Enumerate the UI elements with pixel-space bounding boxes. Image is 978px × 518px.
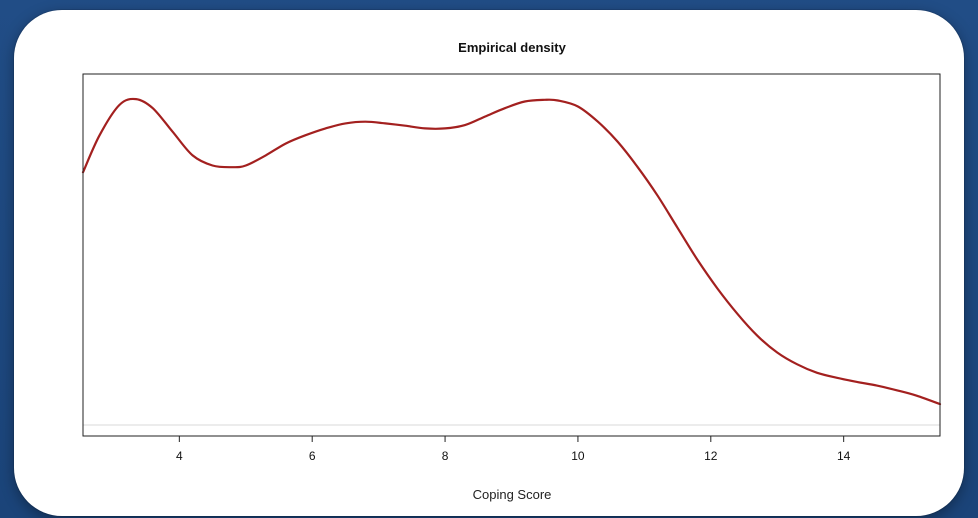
plot-frame: [82, 73, 941, 437]
chart-title: Empirical density: [458, 40, 566, 55]
x-axis-ticks: 4 6 8 10 12 14: [176, 436, 851, 463]
density-curve: [81, 97, 942, 406]
x-tick-label: 6: [309, 449, 316, 463]
density-chart: Empirical density 4 6 8 10 12 14 Coping Score: [81, 40, 942, 502]
x-axis-label: Coping Score: [473, 487, 552, 502]
x-tick-label: 12: [704, 449, 718, 463]
x-tick-label: 4: [176, 449, 183, 463]
plot-area: [81, 73, 942, 437]
x-tick-label: 8: [442, 449, 449, 463]
chart-card: Empirical density 4 6 8 10 12 14 Coping Score: [14, 10, 964, 516]
x-tick-label: 14: [837, 449, 851, 463]
x-tick-label: 10: [571, 449, 585, 463]
